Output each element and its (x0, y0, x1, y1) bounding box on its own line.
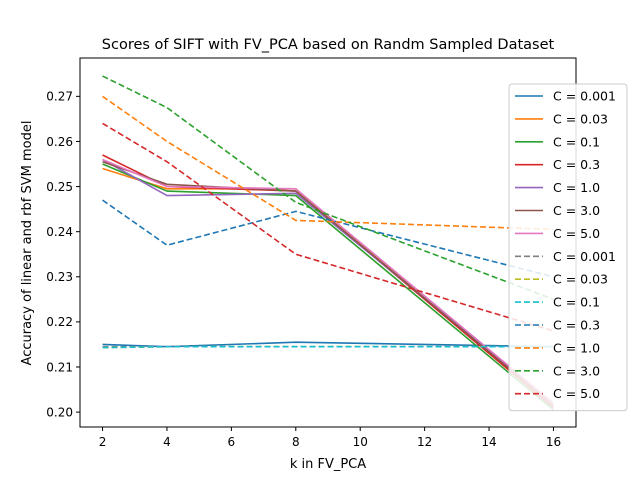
x-tick-label: 8 (292, 435, 300, 449)
series-lines (102, 75, 554, 411)
x-tick-label: 4 (163, 435, 171, 449)
legend-label: C = 1.0 (553, 180, 600, 195)
legend-label: C = 0.1 (553, 295, 600, 310)
x-tick-label: 10 (353, 435, 368, 449)
y-tick-label: 0.24 (46, 225, 73, 239)
legend-label: C = 0.03 (553, 111, 608, 126)
y-tick-label: 0.20 (46, 405, 73, 419)
y-tick-label: 0.25 (46, 180, 73, 194)
legend-label: C = 0.03 (553, 272, 608, 287)
x-axis-label: k in FV_PCA (290, 457, 366, 472)
legend-label: C = 0.3 (553, 318, 600, 333)
y-axis-ticks: 0.20 0.21 0.22 0.23 0.24 0.25 0.26 0.27 (46, 90, 80, 419)
series-line-c-5-0-solid (102, 158, 554, 404)
series-line-c-5-0-dashed (102, 122, 554, 332)
x-tick-label: 6 (228, 435, 236, 449)
legend-label: C = 0.001 (553, 89, 616, 104)
series-line-c-3-0-dashed (102, 75, 554, 301)
y-tick-label: 0.22 (46, 315, 73, 329)
y-tick-label: 0.21 (46, 360, 73, 374)
y-axis-label: Accuracy of linear and rbf SVM model (20, 121, 35, 366)
legend-label: C = 5.0 (553, 386, 600, 401)
legend-label: C = 3.0 (553, 203, 600, 218)
x-tick-label: 2 (99, 435, 107, 449)
legend-label: C = 5.0 (553, 226, 600, 241)
x-tick-label: 16 (546, 435, 561, 449)
legend-label: C = 1.0 (553, 340, 600, 355)
x-tick-label: 14 (481, 435, 496, 449)
series-line-c-0-3-solid (102, 154, 554, 409)
series-line-c-0-001-solid (102, 341, 554, 348)
y-tick-label: 0.23 (46, 270, 73, 284)
x-tick-label: 12 (417, 435, 432, 449)
x-axis-ticks: 2 4 6 8 10 12 14 16 (99, 427, 561, 449)
legend: C = 0.001 C = 0.03 C = 0.1 C = 0.3 C = 1.0 C … (508, 83, 628, 412)
y-tick-label: 0.26 (46, 135, 73, 149)
legend-label: C = 0.1 (553, 134, 600, 149)
legend-label: C = 0.001 (553, 249, 616, 264)
chart-title: Scores of SIFT with FV_PCA based on Rand… (102, 37, 555, 53)
legend-box (508, 83, 628, 412)
series-line-c-0-3-dashed (102, 199, 554, 278)
y-tick-label: 0.27 (46, 90, 73, 104)
legend-label: C = 3.0 (553, 363, 600, 378)
series-line-c-0-1-dashed (102, 345, 554, 349)
legend-label: C = 0.3 (553, 157, 600, 172)
series-line-c-1-0-dashed (102, 95, 554, 231)
